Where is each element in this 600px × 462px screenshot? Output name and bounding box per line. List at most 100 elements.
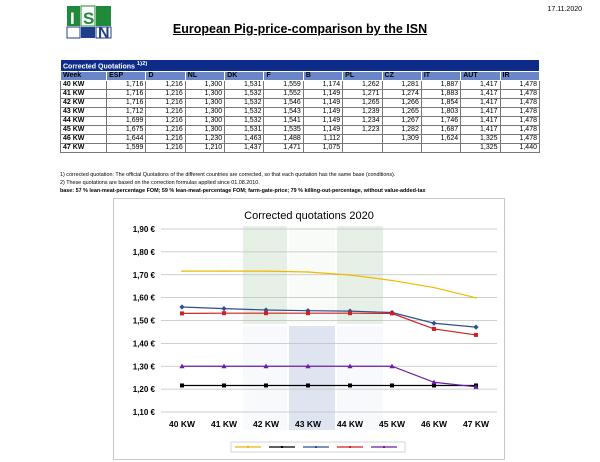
data-point: [474, 332, 478, 337]
price-cell: 1,149: [302, 107, 344, 118]
price-cell: 1,532: [224, 116, 265, 127]
week-cell: 40 KW: [59, 80, 108, 91]
x-tick-label: 41 KW: [211, 419, 238, 429]
table-caption-sup: 1)2): [136, 61, 148, 67]
data-point: [390, 311, 394, 316]
price-cell: 1,112: [302, 134, 344, 145]
series-line: [181, 306, 477, 328]
y-tick-label: 1,10 €: [133, 408, 156, 417]
y-tick-label: 1,30 €: [133, 362, 156, 371]
column-header: D: [145, 71, 186, 82]
chart-frame: [113, 198, 505, 460]
price-cell: 1,716: [106, 89, 147, 100]
data-point: [181, 270, 183, 272]
price-cell: 1,281: [381, 80, 422, 91]
data-point: [179, 363, 185, 369]
price-cell: 1,282: [381, 125, 422, 136]
data-point: [180, 383, 184, 388]
price-cell: 1,265: [342, 98, 383, 109]
price-cell: 1,488: [263, 134, 304, 145]
data-point: [432, 383, 436, 388]
price-cell: 1,471: [263, 143, 304, 154]
price-cell: 1,417: [460, 116, 501, 127]
price-cell: 1,271: [342, 89, 383, 100]
table-row: 47 KW 1,599 1,216 1,210 1,437 1,471 1,075 1,325…: [59, 143, 541, 154]
data-point: [306, 311, 310, 316]
series-line: [181, 312, 477, 336]
price-cell: 1,149: [302, 98, 344, 109]
data-point: [223, 270, 225, 272]
svg-text:N: N: [98, 25, 110, 39]
footnote-2: 2) These quotations are based on the cor…: [60, 180, 260, 186]
x-tick-label: 44 KW: [337, 419, 364, 429]
chart-watermark-logo: [243, 226, 383, 430]
week-cell: 41 KW: [59, 89, 108, 100]
price-cell: 1,266: [381, 98, 422, 109]
x-tick-label: 40 KW: [169, 419, 196, 429]
data-point: [222, 383, 226, 388]
price-cell: 1,274: [381, 89, 422, 100]
price-cell: 1,532: [224, 89, 265, 100]
column-header: CZ: [381, 71, 422, 82]
price-cell: 1,599: [106, 143, 147, 154]
chart-title: Corrected quotations 2020: [244, 210, 374, 222]
data-point: [391, 279, 393, 282]
price-cell: [342, 143, 383, 154]
price-cell: 1,216: [145, 107, 186, 118]
x-tick-label: 42 KW: [253, 419, 280, 429]
table-caption: Corrected Quotations 1)2): [60, 58, 540, 73]
data-point: [389, 363, 395, 369]
quotations-table: Corrected Quotations 1)2) Week ESP D NL DK F B…: [59, 58, 541, 154]
column-header: IR: [499, 71, 541, 82]
legend-marker: [383, 446, 385, 448]
y-tick-label: 1,80 €: [133, 248, 156, 257]
price-cell: 1,325: [460, 134, 501, 145]
price-cell: 1,716: [106, 98, 147, 109]
price-cell: 1,532: [224, 98, 265, 109]
price-cell: 1,417: [460, 107, 501, 118]
price-cell: 1,644: [106, 134, 147, 145]
price-cell: 1,440: [499, 143, 541, 154]
price-cell: 1,267: [381, 116, 422, 127]
data-point: [475, 297, 477, 299]
data-point: [348, 311, 352, 316]
price-cell: 1,216: [145, 143, 186, 154]
data-point: [390, 383, 394, 388]
data-point: [305, 363, 311, 369]
legend-marker: [315, 446, 317, 448]
price-cell: 1,535: [263, 125, 304, 136]
data-point: [349, 274, 351, 276]
svg-text:S: S: [83, 9, 94, 28]
table-row: 43 KW 1,712 1,216 1,300 1,532 1,543 1,149 1,239…: [59, 107, 541, 118]
series-line: [182, 270, 477, 299]
legend-marker: [247, 446, 249, 448]
price-cell: 1,174: [302, 80, 344, 91]
price-cell: 1,300: [184, 98, 226, 109]
data-point: [348, 383, 352, 388]
data-point: [180, 311, 184, 316]
price-cell: 1,300: [184, 116, 226, 127]
price-cell: 1,699: [106, 116, 147, 127]
week-cell: 46 KW: [59, 134, 108, 145]
data-point: [432, 326, 436, 331]
price-cell: 1,552: [263, 89, 304, 100]
week-cell: 47 KW: [59, 143, 108, 154]
price-cell: 1,223: [342, 125, 383, 136]
data-point: [265, 270, 267, 272]
week-cell: 43 KW: [59, 107, 108, 118]
data-point: [431, 320, 437, 326]
price-cell: 1,716: [106, 80, 147, 91]
price-cell: 1,262: [342, 80, 383, 91]
price-cell: 1,543: [263, 107, 304, 118]
price-cell: 1,437: [224, 143, 265, 154]
table-row: 44 KW 1,699 1,216 1,300 1,532 1,541 1,149 1,234…: [59, 116, 541, 127]
price-cell: 1,531: [224, 80, 265, 91]
week-cell: 42 KW: [59, 98, 108, 109]
price-cell: 1,478: [499, 80, 541, 91]
price-cell: 1,712: [106, 107, 147, 118]
price-cell: 1,300: [184, 89, 226, 100]
price-cell: 1,300: [184, 107, 226, 118]
price-cell: 1,149: [302, 125, 344, 136]
footnote-base: base: 57 % lean-meat-percentage FOM; 59 …: [60, 188, 426, 194]
data-point: [264, 311, 268, 316]
